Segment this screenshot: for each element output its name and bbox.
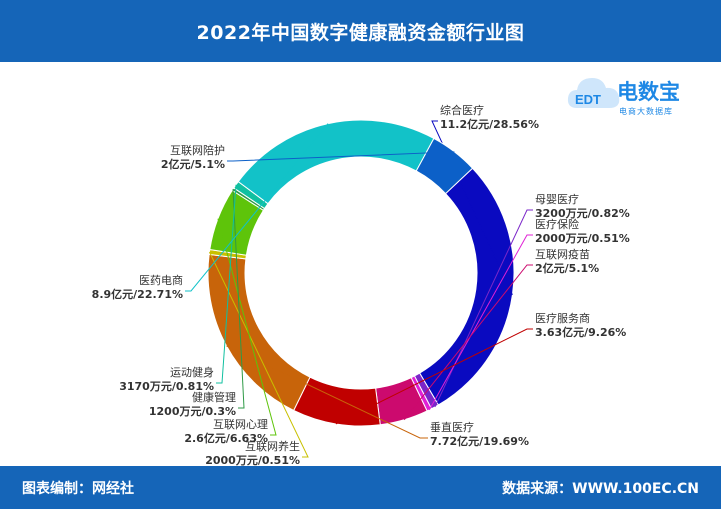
slice-label-name-2: 医疗保险: [535, 217, 579, 231]
donut-slice-10: [237, 119, 435, 205]
slice-label-name-0: 综合医疗: [440, 103, 484, 117]
leader-line-10: [185, 123, 329, 292]
slice-label-value-7: 2.6亿元/6.63%: [184, 431, 268, 445]
leader-line-6: [209, 251, 309, 458]
leader-line-9: [216, 184, 237, 384]
slice-label-name-4: 医疗服务商: [535, 311, 590, 325]
slice-label-value-1: 3200万元/0.82%: [535, 207, 630, 220]
slice-label-value-10: 8.9亿元/22.71%: [92, 287, 183, 301]
slice-label-name-8: 健康管理: [192, 390, 236, 404]
leader-line-2: [428, 234, 533, 411]
slice-label-value-4: 3.63亿元/9.26%: [535, 325, 626, 339]
logo-mark: EDT: [575, 92, 601, 107]
logo-sub-text: 电商大数据库: [619, 107, 673, 116]
slice-label-name-1: 母婴医疗: [535, 192, 579, 206]
slice-label-name-11: 互联网陪护: [170, 143, 225, 157]
leader-line-4: [335, 328, 533, 425]
header-bar: 2022年中国数字健康融资金额行业图: [0, 0, 721, 62]
slice-label-value-8: 1200万元/0.3%: [149, 405, 236, 418]
slice-label-name-3: 互联网疫苗: [535, 247, 590, 261]
leader-line-8: [232, 189, 245, 409]
brand-logo: EDT 电数宝 电商大数据库: [565, 68, 715, 128]
leader-line-3: [403, 264, 533, 421]
chart-title: 2022年中国数字健康融资金额行业图: [196, 21, 525, 44]
slice-label-value-5: 7.72亿元/19.69%: [430, 434, 529, 448]
slice-label-value-9: 3170万元/0.81%: [119, 380, 214, 393]
donut-slice-5: [207, 253, 311, 412]
footer-source: 数据来源：WWW.100EC.CN: [502, 481, 699, 497]
leader-line-0: [431, 120, 513, 296]
slice-label-name-7: 互联网心理: [213, 418, 268, 431]
donut-slice-0: [418, 167, 515, 406]
slice-label-value-11: 2亿元/5.1%: [161, 157, 225, 171]
leader-line-1: [434, 209, 533, 408]
slice-label-name-10: 医药电商: [139, 273, 183, 287]
slice-label-value-6: 2000万元/0.51%: [205, 454, 300, 466]
leader-line-7: [217, 218, 277, 436]
slice-label-name-9: 运动健身: [170, 365, 214, 379]
slice-label-value-0: 11.2亿元/28.56%: [440, 117, 539, 131]
cloud-logo-icon: EDT: [567, 78, 620, 108]
footer-bar: 图表编制：网经社 数据来源：WWW.100EC.CN: [0, 466, 721, 509]
slice-label-name-6: 互联网养生: [245, 439, 300, 453]
slice-label-name-5: 垂直医疗: [430, 420, 474, 434]
slice-label-value-3: 2亿元/5.1%: [535, 261, 599, 275]
footer-credit: 图表编制：网经社: [22, 481, 134, 497]
leader-line-11: [227, 151, 455, 162]
donut-chart: 综合医疗11.2亿元/28.56%母婴医疗3200万元/0.82%医疗保险200…: [92, 103, 630, 466]
leader-line-5: [226, 345, 428, 439]
logo-brand-text: 电数宝: [617, 80, 680, 104]
slice-label-value-2: 2000万元/0.51%: [535, 232, 630, 245]
donut-slice-11: [415, 137, 474, 195]
